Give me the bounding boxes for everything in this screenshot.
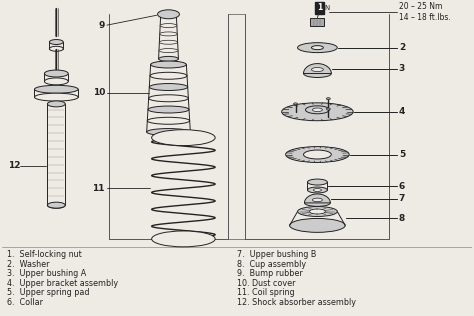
Text: 1.  Self-locking nut: 1. Self-locking nut bbox=[7, 251, 82, 259]
Ellipse shape bbox=[47, 101, 65, 107]
Text: 5.  Upper spring pad: 5. Upper spring pad bbox=[7, 288, 89, 297]
Ellipse shape bbox=[152, 231, 215, 247]
Ellipse shape bbox=[147, 117, 190, 124]
Ellipse shape bbox=[298, 43, 337, 52]
Text: 4: 4 bbox=[399, 107, 405, 116]
Text: 9: 9 bbox=[99, 21, 105, 30]
Ellipse shape bbox=[304, 199, 330, 206]
Text: 3: 3 bbox=[399, 64, 405, 73]
Ellipse shape bbox=[45, 70, 68, 77]
Ellipse shape bbox=[148, 106, 189, 113]
Ellipse shape bbox=[160, 32, 177, 36]
Text: 7.  Upper bushing B: 7. Upper bushing B bbox=[237, 251, 316, 259]
Text: 10. Dust cover: 10. Dust cover bbox=[237, 279, 295, 288]
Ellipse shape bbox=[159, 40, 178, 44]
Ellipse shape bbox=[146, 129, 191, 136]
Ellipse shape bbox=[311, 46, 323, 50]
Text: 7: 7 bbox=[399, 194, 405, 204]
Ellipse shape bbox=[49, 46, 63, 51]
Ellipse shape bbox=[306, 106, 329, 114]
Ellipse shape bbox=[312, 108, 322, 112]
Ellipse shape bbox=[160, 24, 177, 27]
Ellipse shape bbox=[151, 61, 186, 68]
Ellipse shape bbox=[159, 49, 178, 52]
Ellipse shape bbox=[313, 189, 321, 191]
Ellipse shape bbox=[47, 202, 65, 208]
Text: 11: 11 bbox=[92, 184, 105, 193]
Ellipse shape bbox=[152, 130, 215, 146]
Text: 8: 8 bbox=[399, 214, 405, 223]
Ellipse shape bbox=[282, 103, 353, 121]
Text: N: N bbox=[324, 5, 329, 11]
Ellipse shape bbox=[157, 10, 180, 19]
Text: 8.  Cup assembly: 8. Cup assembly bbox=[237, 260, 306, 269]
Ellipse shape bbox=[35, 93, 78, 101]
Text: 2.  Washer: 2. Washer bbox=[7, 260, 49, 269]
Ellipse shape bbox=[326, 108, 330, 110]
Ellipse shape bbox=[159, 57, 178, 61]
Text: 6: 6 bbox=[399, 181, 405, 191]
Ellipse shape bbox=[308, 187, 328, 193]
Bar bbox=[310, 18, 324, 26]
Ellipse shape bbox=[290, 218, 345, 232]
Ellipse shape bbox=[303, 150, 331, 159]
Polygon shape bbox=[47, 205, 65, 208]
Ellipse shape bbox=[312, 198, 322, 202]
Ellipse shape bbox=[286, 147, 349, 162]
Polygon shape bbox=[304, 194, 330, 203]
Ellipse shape bbox=[149, 83, 188, 90]
Ellipse shape bbox=[149, 95, 188, 102]
Text: 5: 5 bbox=[399, 150, 405, 159]
Ellipse shape bbox=[150, 72, 187, 79]
Text: 6.  Collar: 6. Collar bbox=[7, 298, 43, 307]
Ellipse shape bbox=[293, 103, 298, 105]
Ellipse shape bbox=[303, 70, 331, 77]
Text: 20 – 25 Nm
14 – 18 ft.lbs.: 20 – 25 Nm 14 – 18 ft.lbs. bbox=[399, 2, 451, 21]
Text: 3.  Upper bushing A: 3. Upper bushing A bbox=[7, 269, 86, 278]
Ellipse shape bbox=[326, 98, 330, 100]
Ellipse shape bbox=[45, 78, 68, 85]
Text: 9.  Bump rubber: 9. Bump rubber bbox=[237, 269, 303, 278]
Ellipse shape bbox=[49, 40, 63, 45]
Text: 11. Coil spring: 11. Coil spring bbox=[237, 288, 295, 297]
Polygon shape bbox=[303, 64, 331, 74]
Text: 12. Shock absorber assembly: 12. Shock absorber assembly bbox=[237, 298, 356, 307]
Text: 10: 10 bbox=[92, 88, 105, 97]
Text: 1: 1 bbox=[317, 3, 322, 12]
Ellipse shape bbox=[298, 207, 337, 216]
Ellipse shape bbox=[308, 179, 328, 185]
Text: 2: 2 bbox=[399, 43, 405, 52]
Ellipse shape bbox=[310, 209, 325, 214]
Text: 12: 12 bbox=[8, 161, 20, 170]
Ellipse shape bbox=[35, 85, 78, 93]
Ellipse shape bbox=[311, 68, 323, 71]
Text: 4.  Upper bracket assembly: 4. Upper bracket assembly bbox=[7, 279, 118, 288]
